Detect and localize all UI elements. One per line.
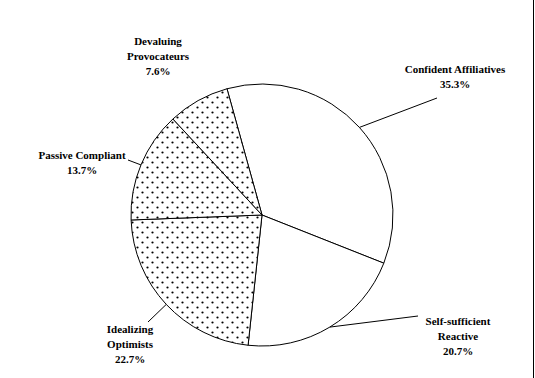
pie-slice: [173, 89, 262, 215]
labels: Confident Affiliatives 35.3% Self-sufficie…: [38, 35, 506, 365]
pie-chart: Confident Affiliatives 35.3% Self-sufficie…: [0, 0, 535, 378]
value-label: 22.7%: [115, 353, 145, 365]
leader-line: [128, 160, 141, 165]
leader-line: [330, 316, 418, 327]
pie-slice: [248, 215, 384, 346]
value-label: 20.7%: [443, 345, 473, 357]
slice-label: IdealizingOptimists: [107, 323, 154, 350]
value-label: 13.7%: [67, 164, 97, 176]
slices: [131, 84, 393, 346]
slice-label: Passive Compliant: [38, 149, 125, 161]
value-label: 7.6%: [146, 65, 171, 77]
chart-container: Confident Affiliatives 35.3% Self-sufficie…: [0, 0, 535, 378]
slice-label: Confident Affiliatives: [405, 63, 506, 75]
slice-label: DevaluingProvocateurs: [127, 35, 190, 62]
leader-line: [359, 98, 437, 127]
leader-line: [148, 304, 166, 322]
frame-line: [533, 0, 534, 378]
value-label: 35.3%: [440, 78, 470, 90]
slice-label: Self-sufficientReactive: [426, 315, 491, 342]
